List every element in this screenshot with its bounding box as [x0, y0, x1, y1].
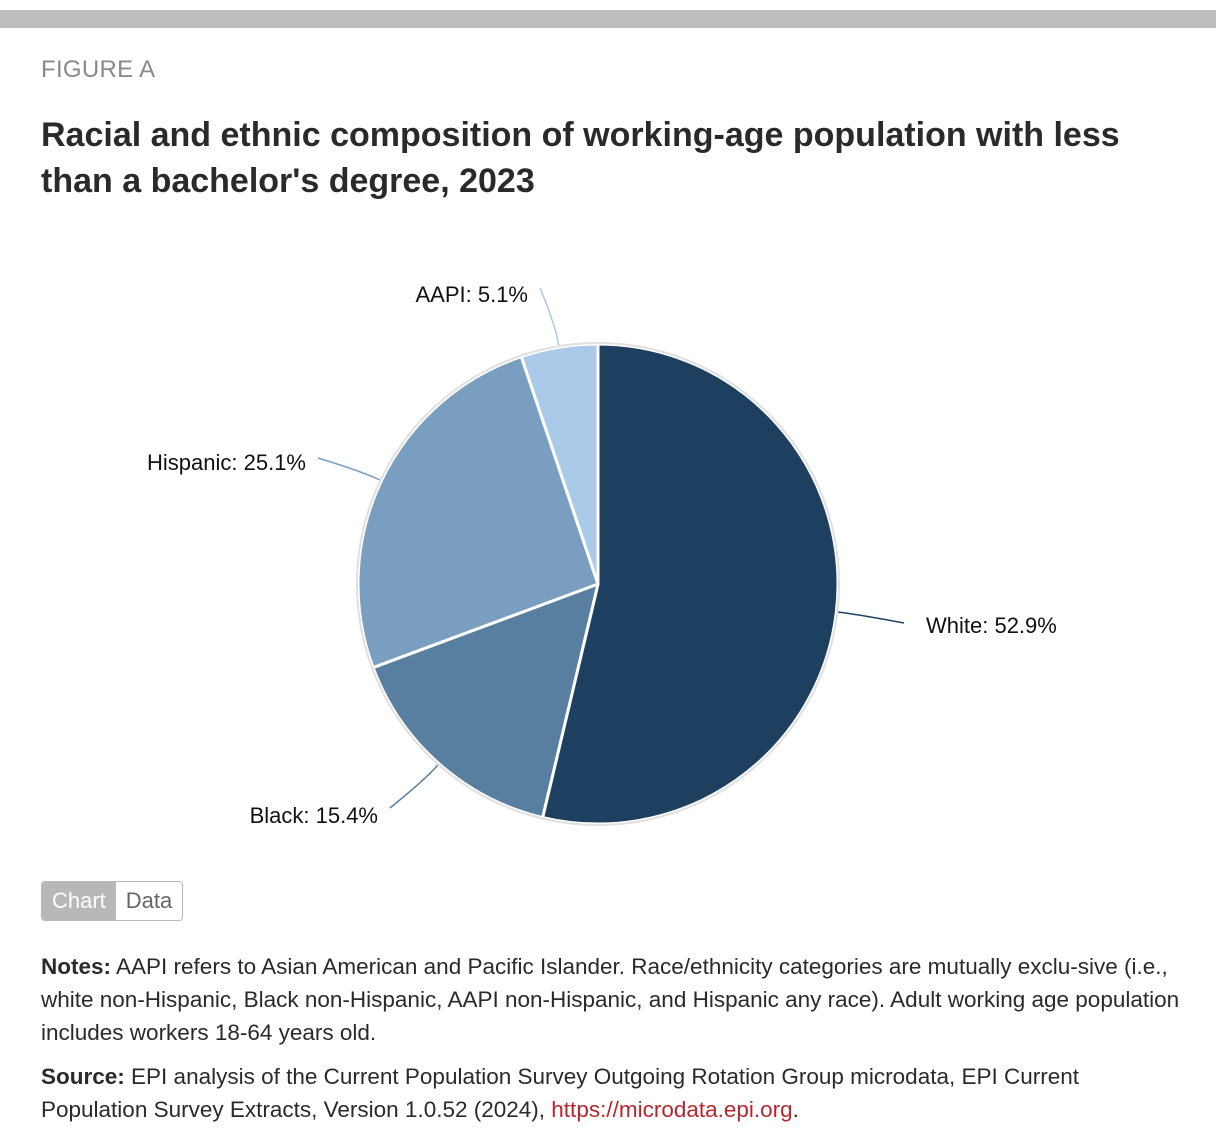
slice-label-black: Black: 15.4%	[250, 803, 378, 828]
top-accent-bar	[0, 10, 1216, 28]
notes: Notes: AAPI refers to Asian American and…	[41, 950, 1181, 1049]
leader-line-black	[389, 764, 439, 809]
chart-data-toggle: Chart Data	[41, 881, 184, 921]
chart-tab[interactable]: Chart	[42, 882, 116, 920]
notes-label: Notes:	[41, 954, 112, 979]
leader-line-aapi	[539, 287, 560, 346]
leader-line-hispanic	[317, 457, 380, 481]
source-period: .	[792, 1097, 799, 1122]
pie-slice-white[interactable]	[541, 342, 840, 826]
pie-chart: White: 52.9% Black: 15.4% Hispanic: 25.1% A…	[147, 282, 1057, 828]
notes-text: AAPI refers to Asian American and Pacifi…	[41, 954, 1180, 1045]
pie-slice-black[interactable]	[371, 582, 600, 820]
chart-title: Racial and ethnic composition of working…	[41, 116, 1120, 200]
source: Source: EPI analysis of the Current Popu…	[41, 1060, 1181, 1126]
leader-line-white	[838, 611, 905, 624]
pie-slice-hispanic[interactable]	[356, 355, 600, 670]
source-link[interactable]: https://microdata.epi.org	[551, 1097, 793, 1122]
data-tab[interactable]: Data	[115, 882, 183, 920]
figure-label: FIGURE A	[41, 56, 156, 83]
pie-outline	[356, 342, 840, 826]
source-label: Source:	[41, 1064, 125, 1089]
source-text: EPI analysis of the Current Population S…	[41, 1064, 1080, 1122]
slice-label-white: White: 52.9%	[926, 613, 1057, 638]
slice-label-hispanic: Hispanic: 25.1%	[147, 450, 306, 475]
slice-label-aapi: AAPI: 5.1%	[415, 282, 528, 307]
